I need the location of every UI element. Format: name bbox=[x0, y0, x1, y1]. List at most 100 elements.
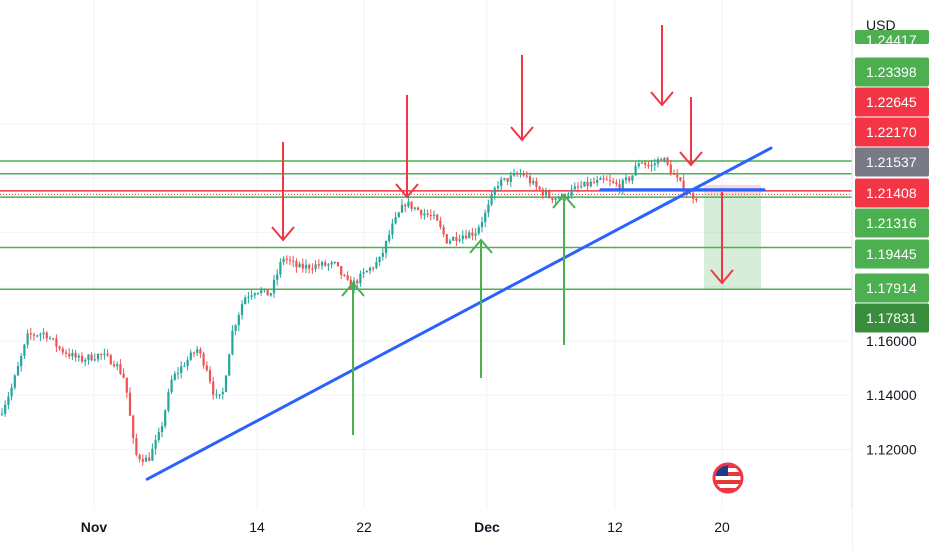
candle bbox=[333, 261, 336, 265]
candle bbox=[218, 394, 221, 400]
candle bbox=[7, 392, 10, 410]
candle bbox=[64, 349, 68, 358]
candle bbox=[628, 176, 631, 184]
candle bbox=[23, 343, 26, 360]
price-tag[interactable]: 1.17914 bbox=[855, 273, 929, 303]
candle bbox=[580, 180, 583, 189]
candle bbox=[77, 353, 80, 362]
candle bbox=[557, 195, 560, 200]
price-tag[interactable]: 1.19445 bbox=[855, 239, 929, 269]
candle bbox=[52, 337, 55, 341]
candle bbox=[448, 238, 452, 245]
candle bbox=[519, 168, 522, 178]
trendline[interactable] bbox=[145, 146, 773, 481]
candle bbox=[186, 356, 189, 371]
price-tag[interactable]: 1.21537 bbox=[855, 147, 929, 177]
price-tag[interactable]: 1.17831 bbox=[855, 303, 929, 333]
candle bbox=[602, 175, 605, 184]
price-tag[interactable]: 1.21316 bbox=[855, 208, 929, 238]
candle bbox=[615, 179, 618, 187]
price-tag[interactable]: 1.22170 bbox=[855, 117, 929, 147]
us-flag-icon[interactable] bbox=[712, 462, 744, 494]
candle bbox=[202, 351, 205, 369]
candle bbox=[484, 209, 487, 228]
candle bbox=[471, 227, 474, 241]
candle bbox=[301, 258, 304, 273]
candle bbox=[100, 353, 103, 360]
currency-label: USD bbox=[866, 17, 896, 33]
candle bbox=[637, 159, 640, 169]
candle bbox=[509, 171, 512, 187]
svg-text:1.21537: 1.21537 bbox=[866, 154, 917, 170]
candle bbox=[589, 178, 592, 188]
candle bbox=[634, 161, 637, 176]
candle bbox=[26, 329, 29, 349]
resistance-arrow bbox=[395, 95, 419, 199]
candle bbox=[173, 371, 176, 381]
candle bbox=[272, 275, 276, 298]
price-tag[interactable]: 1.24417 bbox=[855, 30, 929, 48]
candle bbox=[365, 270, 368, 273]
candle bbox=[660, 157, 663, 162]
candle bbox=[596, 175, 599, 187]
price-axis[interactable]: USD 1.16000 1.14000 1.12000 1.24417 1.23398… bbox=[851, 0, 932, 550]
candle bbox=[346, 271, 349, 281]
svg-text:1.24417: 1.24417 bbox=[866, 32, 917, 48]
candle bbox=[503, 177, 506, 181]
time-tick-label: Nov bbox=[81, 519, 108, 535]
candle bbox=[157, 427, 160, 443]
price-tag[interactable]: 1.23398 bbox=[855, 57, 929, 87]
candle bbox=[343, 273, 346, 277]
candle bbox=[525, 170, 528, 179]
candle bbox=[516, 170, 519, 177]
candle bbox=[304, 259, 308, 274]
time-axis[interactable]: Nov 14 22 Dec 12 20 bbox=[0, 508, 852, 550]
svg-text:1.22645: 1.22645 bbox=[866, 94, 917, 110]
candle bbox=[84, 357, 87, 367]
candle bbox=[144, 454, 148, 462]
price-tag[interactable]: 1.22645 bbox=[855, 87, 929, 117]
candle bbox=[384, 240, 388, 259]
price-tag[interactable]: 1.21408 bbox=[855, 178, 929, 208]
candle bbox=[592, 177, 596, 184]
candle bbox=[583, 181, 586, 187]
candle bbox=[477, 224, 480, 236]
candle bbox=[228, 353, 231, 376]
candle bbox=[0, 408, 4, 416]
candle bbox=[672, 169, 676, 175]
candle bbox=[74, 349, 77, 362]
candle bbox=[231, 325, 234, 356]
candle bbox=[247, 292, 250, 304]
candle bbox=[432, 210, 436, 220]
candle bbox=[359, 270, 362, 287]
candle bbox=[468, 229, 471, 239]
candle bbox=[695, 197, 698, 203]
candle bbox=[669, 159, 672, 176]
candle bbox=[452, 236, 455, 241]
candle bbox=[116, 361, 119, 371]
candle bbox=[429, 209, 432, 221]
candle bbox=[240, 300, 244, 320]
candle bbox=[279, 258, 282, 278]
resistance-arrow bbox=[271, 142, 295, 242]
price-tick-label: 1.16000 bbox=[866, 333, 917, 349]
candle bbox=[404, 203, 407, 212]
candle bbox=[400, 199, 404, 213]
candle bbox=[55, 334, 58, 353]
candle bbox=[20, 353, 23, 372]
candle bbox=[180, 361, 183, 379]
candle bbox=[336, 262, 340, 267]
candle bbox=[640, 160, 644, 164]
candle bbox=[576, 181, 580, 193]
svg-text:1.21316: 1.21316 bbox=[866, 215, 917, 231]
candle bbox=[372, 266, 375, 272]
candle bbox=[647, 161, 650, 169]
candle bbox=[176, 367, 180, 380]
candle bbox=[663, 157, 666, 163]
candle bbox=[224, 374, 228, 393]
candle bbox=[61, 346, 64, 355]
candle bbox=[436, 213, 439, 221]
candle bbox=[368, 266, 372, 275]
time-tick-label: 14 bbox=[249, 519, 265, 535]
